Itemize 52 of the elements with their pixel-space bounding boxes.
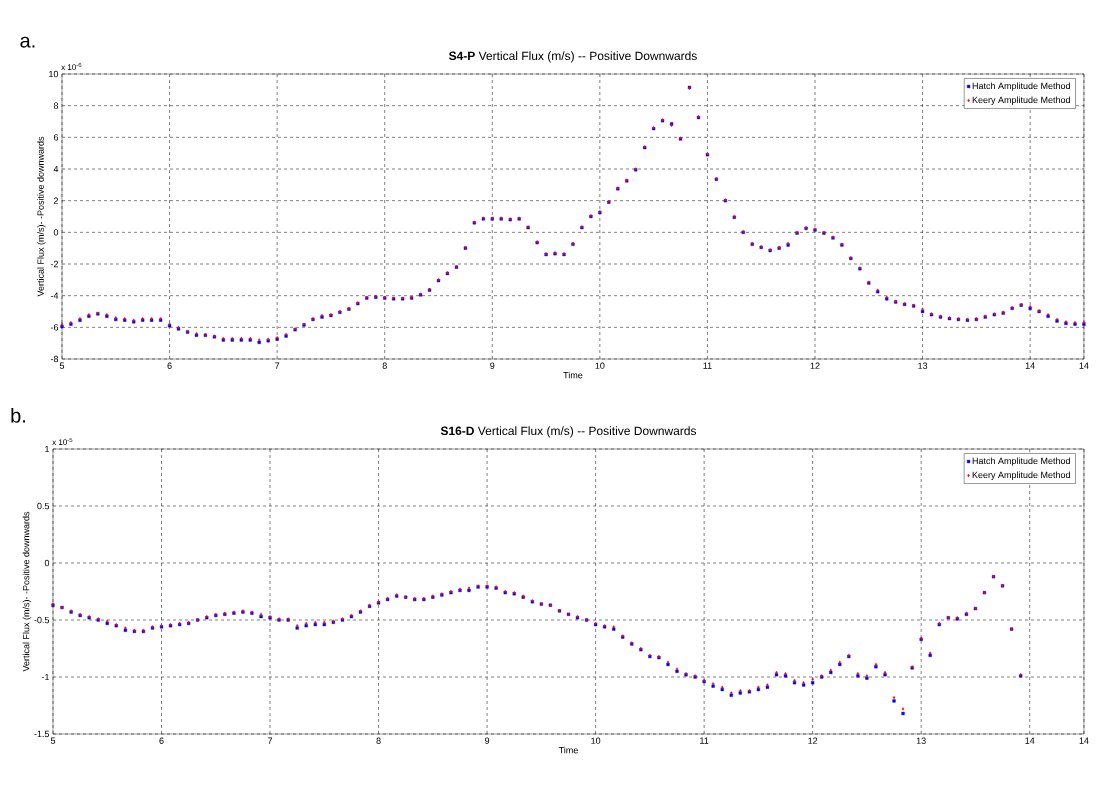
legend-label: Keery Amplitude Method <box>972 471 1070 480</box>
y-tick-label: 2 <box>53 197 59 204</box>
x-tick-label: 6 <box>167 362 172 369</box>
x-tick-label: 9 <box>485 737 490 744</box>
y-tick-label: 1 <box>45 445 50 453</box>
x-tick-label: 10 <box>595 362 605 369</box>
y-tick-label: -6 <box>50 324 59 331</box>
x-tick-label: 12 <box>810 362 820 369</box>
y-tick-label: -1 <box>41 673 50 681</box>
x-axis-title: Time <box>558 746 578 754</box>
text: b. <box>11 407 25 423</box>
text: a. <box>20 36 35 48</box>
legend-label: Hatch Amplitude Method <box>972 457 1070 466</box>
y-tick-label: -8 <box>50 355 59 363</box>
x-tick-label: 8 <box>382 362 387 369</box>
x-tick-label: 5 <box>50 737 56 744</box>
y-tick-label: -2 <box>50 260 59 268</box>
y-tick-label: 4 <box>53 165 59 173</box>
x-tick-label: 11 <box>700 737 709 744</box>
x-tick-label: 11 <box>703 362 712 369</box>
y-axis-title: Vertical Flux (m/s)- -Positive downwards <box>37 136 46 297</box>
x-tick-label: 14 <box>1079 362 1089 369</box>
text: x 10$^{-6}$ <box>61 62 82 70</box>
chart-title: S4-P Vertical Flux (m/s) -- Positive Downwards <box>448 51 697 63</box>
x-tick-label: 6 <box>159 737 164 744</box>
x-tick-label: 5 <box>59 362 65 369</box>
legend-label: Keery Amplitude Method <box>972 96 1070 105</box>
x-axis-title: Time <box>563 371 583 379</box>
x-tick-label: 14 <box>1079 737 1089 744</box>
y-tick-label: 6 <box>53 134 59 141</box>
legend-label: Hatch Amplitude Method <box>972 82 1070 91</box>
x-tick-label: 14 <box>1025 362 1035 369</box>
x-tick-label: 14 <box>1025 737 1035 744</box>
y-tick-label: 10 <box>49 70 59 78</box>
x-tick-label: 8 <box>376 737 381 744</box>
text: x 10$^{-5}$ <box>52 437 73 445</box>
x-tick-label: 13 <box>916 737 926 744</box>
y-tick-label: 0 <box>53 229 59 236</box>
y-tick-label: 0.5 <box>37 502 50 510</box>
x-tick-label: 7 <box>268 737 273 744</box>
x-tick-label: 7 <box>275 362 280 369</box>
x-tick-label: 13 <box>918 362 928 369</box>
x-tick-label: 9 <box>490 362 495 369</box>
x-tick-label: 10 <box>591 737 601 744</box>
x-tick-label: 12 <box>808 737 818 744</box>
y-tick-label: -1.5 <box>34 730 50 738</box>
y-tick-label: -4 <box>50 292 59 299</box>
y-tick-label: 0 <box>44 559 50 567</box>
y-axis-title: Vertical Flux (m/s)- -Positive downwards <box>22 511 32 672</box>
chart-title: S16-D Vertical Flux (m/s) -- Positive Downwards <box>440 426 697 438</box>
y-tick-label: 8 <box>53 102 59 109</box>
y-tick-label: -0.5 <box>34 616 50 624</box>
